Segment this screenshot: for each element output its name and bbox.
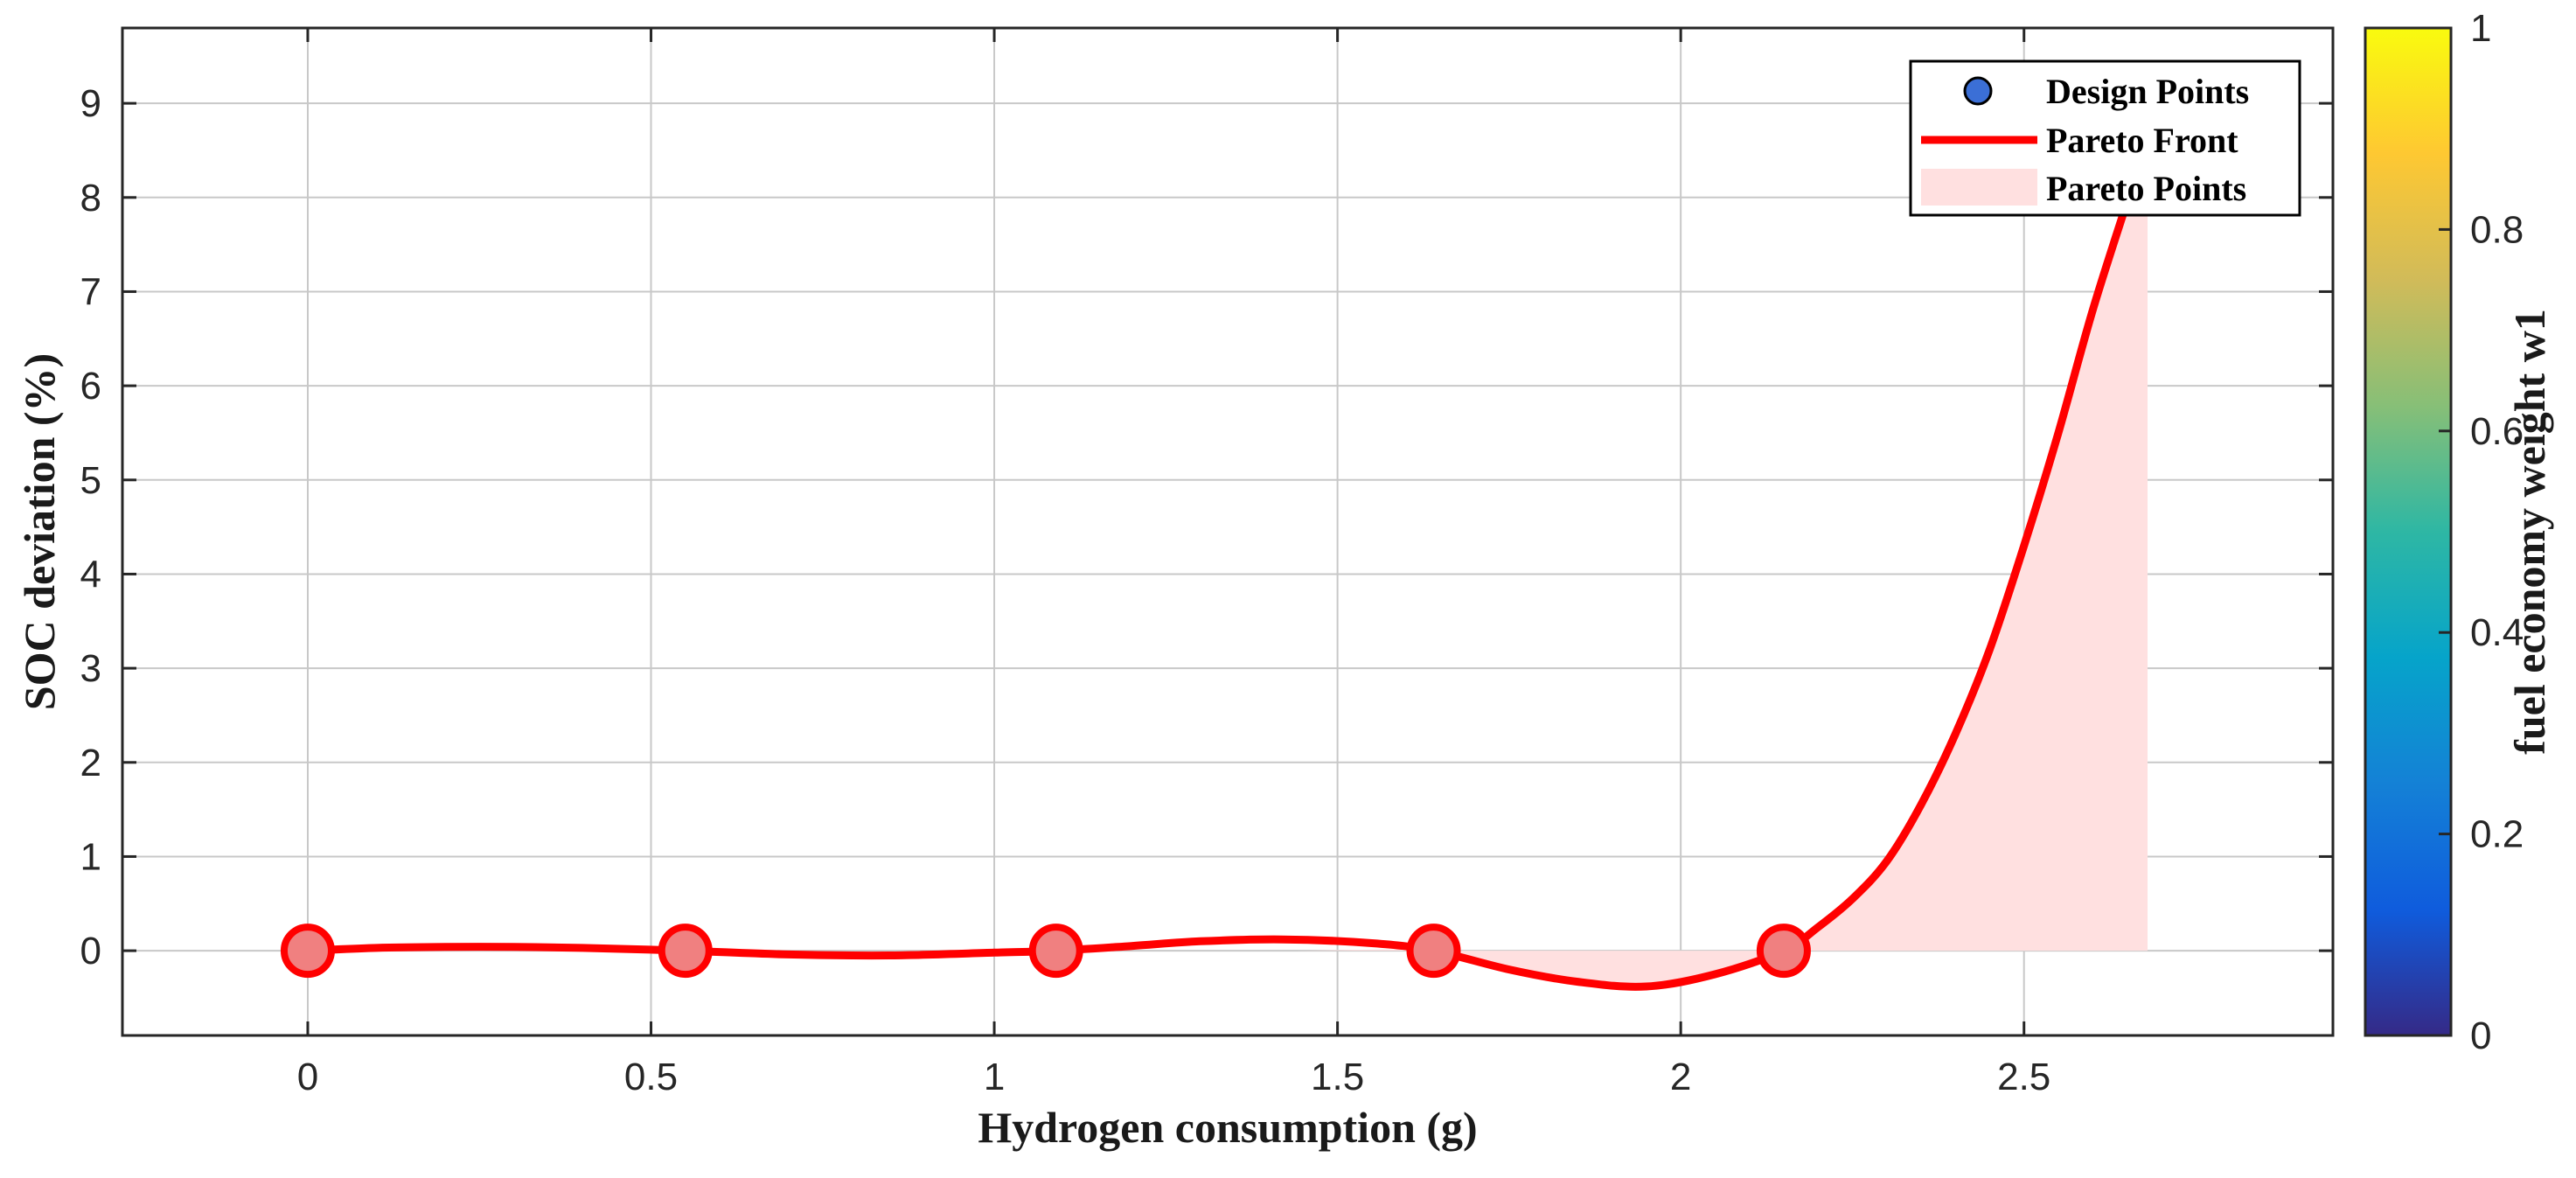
y-tick-label: 2: [80, 742, 101, 784]
colorbar-gradient: [2364, 26, 2453, 1037]
colorbar-tick-label: 1: [2470, 7, 2491, 50]
y-tick-label: 4: [80, 553, 101, 596]
colorbar-label: fuel economy weight w1: [2505, 309, 2554, 755]
y-tick-label: 9: [80, 82, 101, 125]
colorbar: 0 0.2 0.4 0.6 0.8 1 fuel economy weight w1: [2364, 7, 2554, 1057]
x-axis-label: Hydrogen consumption (g): [978, 1103, 1477, 1152]
design-point: [1406, 924, 1461, 979]
design-point: [1756, 924, 1811, 979]
y-tick-label: 5: [80, 459, 101, 502]
y-axis-label: SOC deviation (%): [15, 353, 64, 710]
colorbar-tick-label: 0.6: [2470, 410, 2524, 453]
legend: Design Points Pareto Front Pareto Points: [1909, 59, 2301, 217]
colorbar-ticks: 0 0.2 0.4 0.6 0.8 1: [2439, 7, 2524, 1057]
design-point: [280, 924, 335, 979]
grid: [122, 28, 2333, 1035]
x-tick-label: 0.5: [624, 1056, 678, 1098]
legend-design-points-marker: [1963, 76, 1993, 106]
plot-frame: [121, 26, 2335, 1037]
y-axis-ticks: 0 1 2 3 4 5 6 7 8 9: [80, 82, 2333, 972]
x-tick-label: 2: [1670, 1056, 1691, 1098]
colorbar-tick-label: 0.8: [2470, 208, 2524, 251]
pareto-points-area-shape: [308, 194, 2148, 987]
y-tick-label: 1: [80, 835, 101, 878]
colorbar-tick-label: 0.4: [2470, 611, 2524, 654]
colorbar-tick-label: 0.2: [2470, 813, 2524, 856]
x-axis-ticks: 0 0.5 1 1.5 2 2.5: [297, 28, 2050, 1098]
colorbar-tick-label: 0: [2470, 1014, 2491, 1057]
x-tick-label: 1: [984, 1056, 1005, 1098]
legend-pareto-points-label: Pareto Points: [2046, 169, 2246, 208]
legend-pareto-front-label: Pareto Front: [2046, 121, 2238, 160]
y-tick-label: 7: [80, 270, 101, 313]
design-point: [658, 924, 713, 979]
y-tick-label: 8: [80, 177, 101, 220]
y-tick-label: 6: [80, 365, 101, 408]
x-tick-label: 0: [297, 1056, 318, 1098]
legend-pareto-points-swatch: [1921, 169, 2037, 206]
pareto-points-area: [308, 194, 2148, 987]
y-tick-label: 3: [80, 647, 101, 690]
x-tick-label: 2.5: [1997, 1056, 2050, 1098]
x-tick-label: 1.5: [1311, 1056, 1364, 1098]
design-point: [1028, 924, 1083, 979]
design-points: [280, 924, 1811, 979]
legend-design-points-label: Design Points: [2046, 72, 2249, 111]
y-tick-label: 0: [80, 930, 101, 972]
